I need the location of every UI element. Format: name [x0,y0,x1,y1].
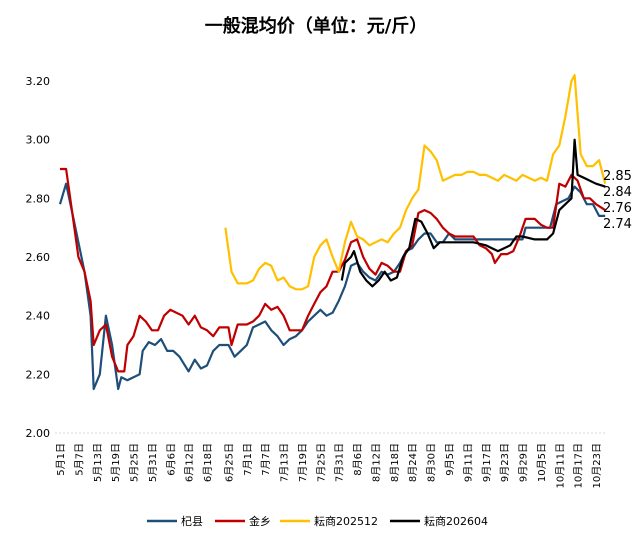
x-tick-label: 9月5日 [444,443,456,476]
x-tick-label: 5月7日 [73,443,85,476]
x-tick-label: 7月19日 [297,443,309,482]
y-tick-label: 2.00 [26,427,51,440]
x-tick-label: 6月12日 [184,443,196,482]
x-tick-label: 5月1日 [55,443,67,476]
y-tick-label: 2.40 [26,310,51,323]
legend: 杞县 金乡 耘商202512 耘商202604 [147,514,488,528]
x-axis: 5月1日 5月7日 5月13日 5月19日 5月25日 5月31日 6月6日 6月12日 6月1… [55,432,606,488]
x-tick-label: 5月31日 [147,443,159,482]
x-tick-label: 7月7日 [260,443,272,476]
x-tick-label: 10月11日 [554,443,566,488]
x-tick-label: 8月12日 [370,443,382,482]
y-tick-label: 2.80 [26,192,51,205]
series-lines [58,73,607,391]
x-tick-label: 9月17日 [481,443,493,482]
y-tick-label: 2.60 [26,251,51,264]
x-tick-label: 9月11日 [462,443,474,482]
x-tick-label: 5月25日 [129,443,141,482]
x-tick-label: 5月13日 [92,443,104,482]
series-line-3 [340,138,606,288]
end-label: 2.74 [603,217,632,232]
x-tick-label: 7月25日 [315,443,327,482]
x-tick-label: 10月5日 [536,443,548,482]
end-labels: 2.742.76 2.852.84 [603,169,632,232]
series-line-0 [58,182,606,391]
x-tick-label: 7月1日 [242,443,254,476]
series-line-1 [60,167,606,373]
x-tick-label: 8月30日 [426,443,438,482]
x-tick-label: 6月25日 [223,443,235,482]
chart-title: 一般混均价（单位：元/斤） [204,16,428,37]
series-line-2 [224,73,607,291]
x-tick-label: 10月23日 [591,443,603,488]
y-tick-label: 3.00 [26,134,51,147]
y-tick-label: 3.20 [26,75,51,88]
y-tick-label: 2.20 [26,368,51,381]
end-label: 2.85 [603,169,632,184]
end-label: 2.84 [603,185,632,200]
x-tick-label: 9月23日 [499,443,511,482]
x-tick-label: 6月18日 [202,443,214,482]
x-tick-label: 7月31日 [334,443,346,482]
legend-label: 耘商202512 [314,514,378,528]
x-tick-label: 8月24日 [407,443,419,482]
x-tick-label: 5月19日 [110,443,122,482]
legend-label: 金乡 [249,514,271,528]
x-tick-label: 9月29日 [518,443,530,482]
x-tick-label: 8月18日 [389,443,401,482]
x-tick-label: 6月6日 [165,443,177,476]
legend-label: 杞县 [181,514,203,528]
x-tick-label: 7月13日 [279,443,291,482]
x-tick-label: 10月17日 [573,443,585,488]
y-axis: 2.00 2.20 2.40 2.60 2.80 3.00 3.20 [26,75,51,440]
x-tick-label: 8月6日 [352,443,364,476]
end-label: 2.76 [603,201,632,216]
legend-label: 耘商202604 [424,514,488,528]
